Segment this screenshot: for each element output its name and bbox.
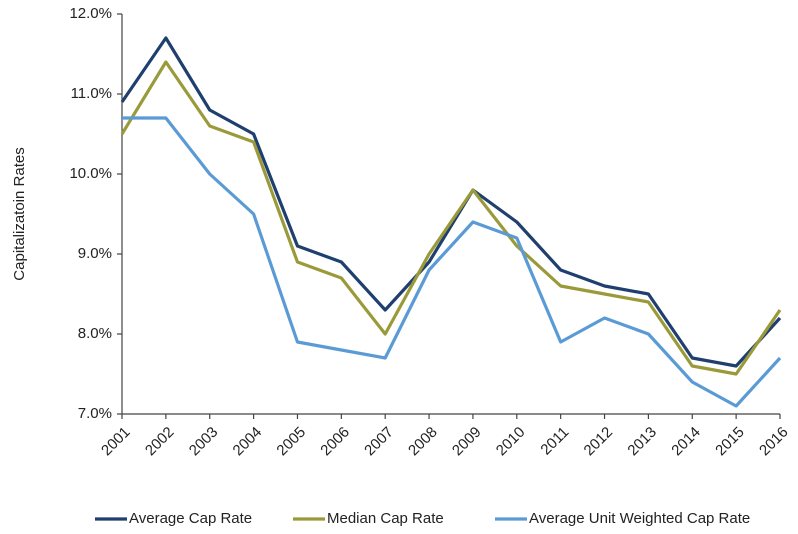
x-tick-label: 2009 bbox=[449, 424, 485, 460]
x-tick-label: 2002 bbox=[142, 424, 178, 460]
x-tick-label: 2004 bbox=[230, 424, 266, 460]
x-tick-label: 2015 bbox=[712, 424, 748, 460]
y-tick-label: 10.0% bbox=[69, 165, 112, 182]
x-tick-label: 2006 bbox=[317, 424, 353, 460]
y-tick-label: 9.0% bbox=[78, 245, 112, 262]
legend-label: Median Cap Rate bbox=[327, 510, 444, 527]
x-tick-label: 2011 bbox=[537, 424, 572, 459]
x-tick-label: 2005 bbox=[273, 424, 309, 460]
x-tick-label: 2007 bbox=[361, 424, 397, 460]
y-tick-label: 8.0% bbox=[78, 325, 112, 342]
y-tick-label: 7.0% bbox=[78, 405, 112, 422]
x-tick-label: 2016 bbox=[756, 424, 792, 460]
series-line bbox=[122, 116, 782, 408]
x-tick-label: 2008 bbox=[405, 424, 441, 460]
x-tick-label: 2012 bbox=[581, 424, 617, 460]
x-tick-label: 2003 bbox=[186, 424, 222, 460]
legend-label: Average Unit Weighted Cap Rate bbox=[529, 510, 750, 527]
legend-label: Average Cap Rate bbox=[129, 510, 252, 527]
y-tick-label: 12.0% bbox=[69, 5, 112, 22]
x-tick-label: 2014 bbox=[668, 424, 704, 460]
x-tick-label: 2010 bbox=[493, 424, 529, 460]
x-tick-label: 2001 bbox=[98, 424, 134, 460]
series-line bbox=[120, 36, 782, 368]
y-axis-label: Capitalizatoin Rates bbox=[11, 147, 28, 280]
x-tick-label: 2013 bbox=[624, 424, 660, 460]
y-tick-label: 11.0% bbox=[71, 85, 112, 102]
series-line bbox=[120, 60, 782, 376]
